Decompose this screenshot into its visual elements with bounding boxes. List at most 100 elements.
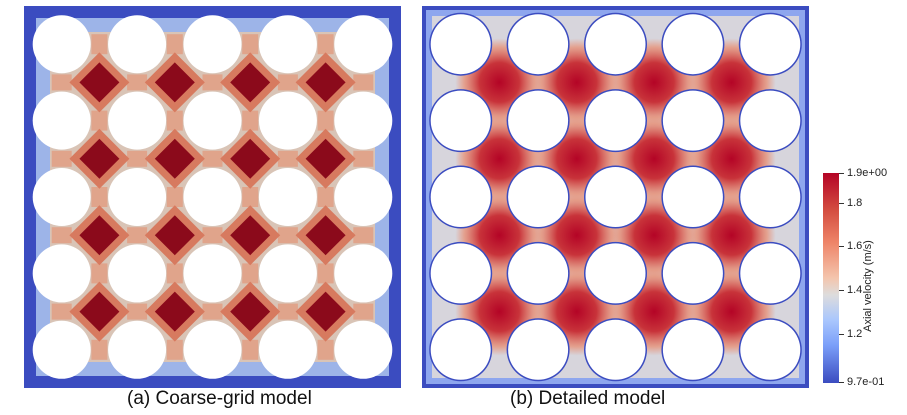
detailed-model-plot <box>422 6 809 388</box>
fuel-rod <box>508 14 569 75</box>
fuel-rod <box>258 320 317 379</box>
fuel-rod <box>662 90 723 151</box>
fuel-rod <box>508 243 569 304</box>
colorbar-tick-label: 1.4 <box>847 284 863 296</box>
caption-detailed: (b) Detailed model <box>510 388 666 409</box>
gap-cell <box>353 150 374 167</box>
fuel-rod <box>108 15 167 74</box>
coarse-grid-plot <box>24 6 401 388</box>
gap-cell <box>317 34 334 55</box>
fuel-rod <box>183 168 242 226</box>
gap-cell <box>202 74 223 91</box>
fuel-rod <box>585 90 646 151</box>
gap-cell <box>202 150 223 167</box>
gap-cell <box>127 303 148 320</box>
gap-cell <box>166 263 183 284</box>
subchannel-center <box>79 291 120 332</box>
colorbar-tick <box>839 334 844 335</box>
fuel-rod <box>430 14 491 75</box>
caption-coarse-grid: (a) Coarse-grid model <box>127 388 312 409</box>
fuel-rod <box>508 319 569 380</box>
colorbar-tick-label: 1.9e+00 <box>847 167 888 179</box>
fuel-rod <box>183 91 242 150</box>
fuel-rod <box>508 167 569 227</box>
fuel-rod <box>662 14 723 75</box>
fuel-rod <box>334 244 393 303</box>
detailed-model-panel <box>422 6 809 388</box>
gap-cell <box>317 263 334 284</box>
fuel-rod <box>258 15 317 74</box>
gap-cell <box>277 74 298 91</box>
subchannel-center <box>154 138 195 179</box>
subchannel-center <box>154 62 195 103</box>
fuel-rod <box>32 320 91 379</box>
gap-cell <box>166 110 183 131</box>
gap-cell <box>353 74 374 91</box>
colorbar: 1.9e+00 1.8 1.6 1.4 1.2 9.7e-01 <box>823 167 887 388</box>
fuel-rod <box>585 167 646 227</box>
fuel-rod <box>430 167 491 227</box>
subchannel-center <box>154 291 195 332</box>
colorbar-tick <box>839 246 844 247</box>
gap-cell <box>277 303 298 320</box>
fuel-rod <box>740 90 801 151</box>
fuel-rod <box>108 168 167 226</box>
fuel-rod <box>108 91 167 150</box>
colorbar-tick <box>839 173 844 174</box>
gap-cell <box>242 339 259 360</box>
subchannel-center <box>305 215 346 256</box>
gap-cell <box>242 187 259 207</box>
fuel-rod <box>32 168 91 226</box>
gap-cell <box>127 150 148 167</box>
gap-cell <box>166 339 183 360</box>
colorbar-gradient <box>823 173 839 383</box>
subchannel-center <box>305 62 346 103</box>
fuel-rod <box>508 90 569 151</box>
gap-cell <box>51 227 72 244</box>
fuel-rod <box>334 168 393 226</box>
gap-cell <box>91 263 108 284</box>
gap-cell <box>166 187 183 207</box>
fuel-rod <box>258 244 317 303</box>
colorbar-tick <box>839 203 844 204</box>
subchannel-center <box>305 138 346 179</box>
fuel-rod <box>740 243 801 304</box>
colorbar-tick-label: 1.8 <box>847 197 863 209</box>
gap-cell <box>202 303 223 320</box>
gap-cell <box>51 150 72 167</box>
fuel-rod <box>740 14 801 75</box>
subchannel-center <box>230 62 271 103</box>
gap-cell <box>317 110 334 131</box>
fuel-rod <box>740 319 801 380</box>
fuel-rod <box>662 243 723 304</box>
fuel-rod <box>183 244 242 303</box>
gap-cell <box>51 303 72 320</box>
fuel-rod <box>258 91 317 150</box>
gap-cell <box>317 339 334 360</box>
subchannel-center <box>230 291 271 332</box>
colorbar-title: Axial velocity (m/s) <box>862 240 874 332</box>
gap-cell <box>353 227 374 244</box>
fuel-rod <box>430 90 491 151</box>
subchannel-center <box>154 215 195 256</box>
subchannel-center <box>230 138 271 179</box>
fuel-rod <box>334 91 393 150</box>
fuel-rod <box>662 319 723 380</box>
fuel-rod <box>585 243 646 304</box>
gap-cell <box>242 34 259 55</box>
fuel-rod <box>430 319 491 380</box>
gap-cell <box>242 110 259 131</box>
gap-cell <box>91 110 108 131</box>
subchannel-center <box>79 138 120 179</box>
fuel-rod <box>740 167 801 227</box>
fuel-rod <box>108 244 167 303</box>
fuel-rod <box>430 243 491 304</box>
fuel-rod <box>585 319 646 380</box>
fuel-rod <box>334 320 393 379</box>
fuel-rod <box>183 15 242 74</box>
gap-cell <box>51 74 72 91</box>
subchannel-center <box>79 215 120 256</box>
gap-cell <box>277 150 298 167</box>
colorbar-tick-label: 9.7e-01 <box>847 376 885 388</box>
fuel-rod <box>585 14 646 75</box>
